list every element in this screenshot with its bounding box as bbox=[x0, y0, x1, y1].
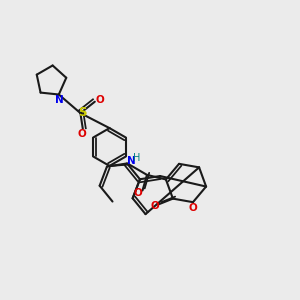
Text: N: N bbox=[55, 95, 64, 105]
Text: O: O bbox=[189, 202, 197, 213]
Text: O: O bbox=[150, 200, 159, 211]
Text: H: H bbox=[134, 153, 141, 163]
Text: S: S bbox=[79, 106, 87, 119]
Text: O: O bbox=[77, 129, 86, 139]
Text: N: N bbox=[127, 156, 136, 167]
Text: O: O bbox=[95, 95, 104, 105]
Text: O: O bbox=[134, 188, 143, 199]
